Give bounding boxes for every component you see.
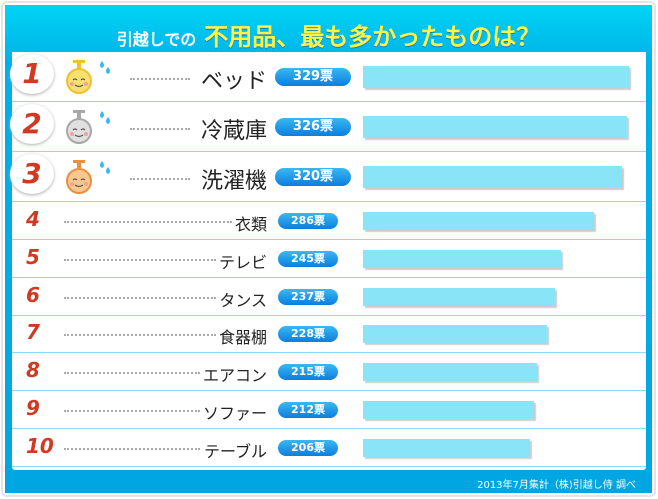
vote-bar — [363, 325, 548, 344]
vote-count-badge: 320票 — [275, 168, 351, 186]
vote-count-badge: 206票 — [278, 439, 338, 456]
silver-medal-face-icon — [66, 110, 92, 144]
rank-number: 4 — [26, 207, 40, 231]
ranking-row: 2 冷蔵庫 326票 — [10, 102, 646, 152]
vote-count-badge: 212票 — [278, 402, 338, 418]
source-note: 2013年7月集計（株)引越し侍 調べ — [477, 480, 636, 491]
category-label: ベッド — [200, 69, 267, 94]
rank-number: 7 — [26, 320, 40, 345]
ranking-row: 3 洗濯機 320票 — [10, 152, 646, 202]
rank-number: 10 — [26, 433, 54, 458]
rank-number: 9 — [26, 396, 40, 420]
title-prefix: 引越しでの — [116, 30, 197, 49]
title-main: 不用品、最も多かったものは？ — [204, 23, 541, 51]
vote-bar — [363, 249, 562, 268]
vote-count-badge: 286票 — [278, 213, 338, 229]
vote-bar — [363, 166, 622, 188]
leader-dots — [64, 447, 200, 450]
vote-count-badge: 245票 — [278, 250, 338, 267]
ranking-row: 9 ソファー 212票 — [12, 391, 646, 429]
leader-dots — [130, 178, 190, 180]
vote-count-badge: 237票 — [278, 288, 338, 305]
sweat-drop-icon — [100, 111, 110, 124]
vote-bar — [363, 287, 555, 306]
leader-dots — [64, 258, 216, 261]
rank-number: 5 — [26, 244, 40, 269]
ranking-list: 1 ベッド 329票 2 冷蔵庫 326票 3 洗濯機 320票 4 衣類 286票 5 テレビ 245票 6… — [10, 52, 646, 470]
category-label: 洗濯機 — [200, 169, 267, 194]
ranking-row: 7 食器棚 228票 — [12, 315, 646, 354]
vote-bar — [363, 438, 530, 457]
sweat-drop-icon — [100, 161, 110, 174]
category-label: ソファー — [202, 404, 267, 423]
leader-dots — [130, 128, 190, 130]
vote-bar — [363, 363, 537, 382]
ranking-row: 6 タンス 237票 — [12, 278, 646, 316]
bronze-medal-face-icon — [66, 160, 92, 194]
sweat-drop-icon — [100, 61, 110, 74]
ranking-row: 1 ベッド 329票 — [10, 52, 646, 102]
ranking-row: 5 テレビ 245票 — [12, 240, 646, 278]
rank-bubble: 3 — [10, 154, 54, 194]
ranking-row: 8 エアコン 215票 — [12, 353, 646, 392]
vote-count-badge: 215票 — [278, 364, 338, 381]
ranking-panel: 引越しでの 不用品、最も多かったものは？ 1 ベッド 329票 2 冷蔵庫 326票 3 洗濯機… — [5, 5, 652, 493]
vote-bar — [363, 116, 627, 138]
vote-count-badge: 329票 — [275, 68, 351, 86]
vote-count-badge: 326票 — [275, 118, 351, 136]
leader-dots — [64, 372, 200, 375]
vote-bar — [363, 212, 595, 230]
leader-dots — [64, 221, 232, 223]
category-label: 食器棚 — [218, 328, 267, 348]
ranking-row: 4 衣類 286票 — [12, 202, 646, 240]
category-label: 冷蔵庫 — [200, 119, 267, 144]
vote-bar — [363, 66, 629, 88]
leader-dots — [130, 78, 190, 80]
leader-dots — [64, 296, 216, 299]
category-label: 衣類 — [234, 215, 267, 234]
vote-count-badge: 228票 — [278, 326, 338, 343]
rank-number: 8 — [26, 358, 40, 383]
rank-bubble: 2 — [10, 104, 54, 144]
category-label: テーブル — [203, 441, 267, 461]
category-label: エアコン — [202, 366, 267, 386]
ranking-row: 10 テーブル 206票 — [12, 429, 646, 467]
category-label: テレビ — [218, 252, 267, 272]
rank-bubble: 1 — [10, 54, 54, 94]
category-label: タンス — [219, 290, 267, 310]
leader-dots — [64, 410, 200, 412]
chart-title: 引越しでの 不用品、最も多かったものは？ — [5, 17, 652, 52]
vote-bar — [363, 401, 535, 419]
gold-medal-face-icon — [66, 60, 92, 94]
rank-number: 6 — [26, 282, 40, 307]
leader-dots — [64, 334, 216, 337]
